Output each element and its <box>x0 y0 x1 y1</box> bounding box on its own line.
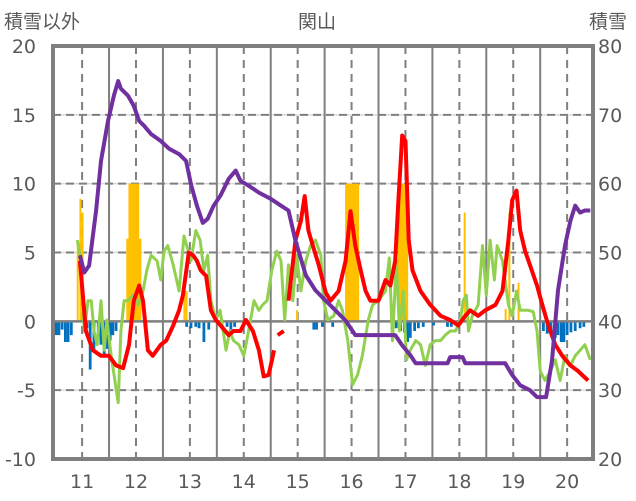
left-tick-label: -5 <box>17 380 36 402</box>
purple-series-line <box>77 79 591 400</box>
chart-title: 関山 <box>298 11 337 33</box>
blue-bar <box>573 321 577 331</box>
x-tick-label: 16 <box>339 471 363 493</box>
blue-bar <box>229 321 233 330</box>
blue-bar <box>225 321 229 327</box>
plot-border <box>51 44 595 461</box>
blue-bar <box>202 321 206 342</box>
right-tick-label: 50 <box>598 243 622 265</box>
blue-bar <box>416 321 420 329</box>
blue-bar <box>408 321 412 338</box>
orange-bar <box>183 280 186 322</box>
blue-bar <box>559 321 563 342</box>
orange-bar <box>128 183 140 322</box>
orange-bar <box>76 240 79 322</box>
blue-bar <box>312 321 316 330</box>
blue-bar <box>565 321 569 336</box>
right-tick-label: 30 <box>598 380 622 402</box>
x-tick-label: 20 <box>555 471 579 493</box>
left-tick-label: 0 <box>24 311 36 333</box>
blue-bar <box>207 321 211 330</box>
x-tick-label: 18 <box>447 471 471 493</box>
blue-bar <box>446 321 449 327</box>
blue-bar <box>578 321 582 329</box>
x-tick-label: 11 <box>70 471 94 493</box>
blue-bar <box>432 321 435 326</box>
left-tick-label: 10 <box>12 174 36 196</box>
blue-bar <box>542 321 545 331</box>
blue-bar <box>421 321 425 327</box>
blue-bar <box>394 321 398 329</box>
right-tick-label: 80 <box>598 36 622 58</box>
x-tick-label: 13 <box>178 471 202 493</box>
blue-bar <box>99 321 103 345</box>
blue-bar <box>582 321 586 327</box>
left-tick-label: 15 <box>12 105 36 127</box>
x-tick-label: 14 <box>232 471 256 493</box>
blue-bar <box>54 321 58 336</box>
orange-bar <box>185 291 188 322</box>
right-tick-label: 20 <box>598 449 622 471</box>
blue-bar <box>114 321 118 331</box>
right-tick-label: 60 <box>598 174 622 196</box>
blue-bar <box>331 321 335 327</box>
x-tick-label: 15 <box>286 471 310 493</box>
blue-bar <box>406 321 410 342</box>
blue-bar <box>60 321 64 330</box>
blue-bar <box>233 321 237 327</box>
orange-bar <box>296 310 299 322</box>
blue-bar <box>321 321 324 327</box>
left-tick-label: 5 <box>24 243 36 265</box>
blue-bar <box>556 321 560 336</box>
orange-bar <box>397 183 409 322</box>
blue-bar <box>189 321 193 329</box>
right-tick-label: 70 <box>598 105 622 127</box>
left-axis-title: 積雪以外 <box>4 11 81 33</box>
orange-bar <box>508 212 511 322</box>
right-axis-title: 積雪 <box>589 11 628 33</box>
blue-bar <box>197 321 201 329</box>
orange-bar <box>463 212 466 322</box>
red-series-line <box>77 133 590 382</box>
blue-bar <box>66 321 70 342</box>
blue-bar <box>108 321 112 341</box>
blue-bar <box>449 321 453 327</box>
blue-bar <box>57 321 61 336</box>
x-tick-label: 12 <box>124 471 148 493</box>
blue-bar <box>315 321 318 330</box>
blue-bar <box>413 321 417 331</box>
right-tick-label: 40 <box>598 311 622 333</box>
blue-bar <box>562 321 566 342</box>
blue-bar <box>69 321 73 336</box>
blue-bar <box>111 321 115 336</box>
left-tick-label: -10 <box>5 449 36 471</box>
x-tick-label: 17 <box>393 471 417 493</box>
left-tick-label: 20 <box>12 36 36 58</box>
orange-bar <box>504 308 507 322</box>
x-tick-label: 19 <box>501 471 525 493</box>
blue-bar <box>185 321 189 327</box>
blue-bar <box>194 321 198 327</box>
blue-bar <box>63 321 67 342</box>
blue-bar <box>569 321 573 333</box>
